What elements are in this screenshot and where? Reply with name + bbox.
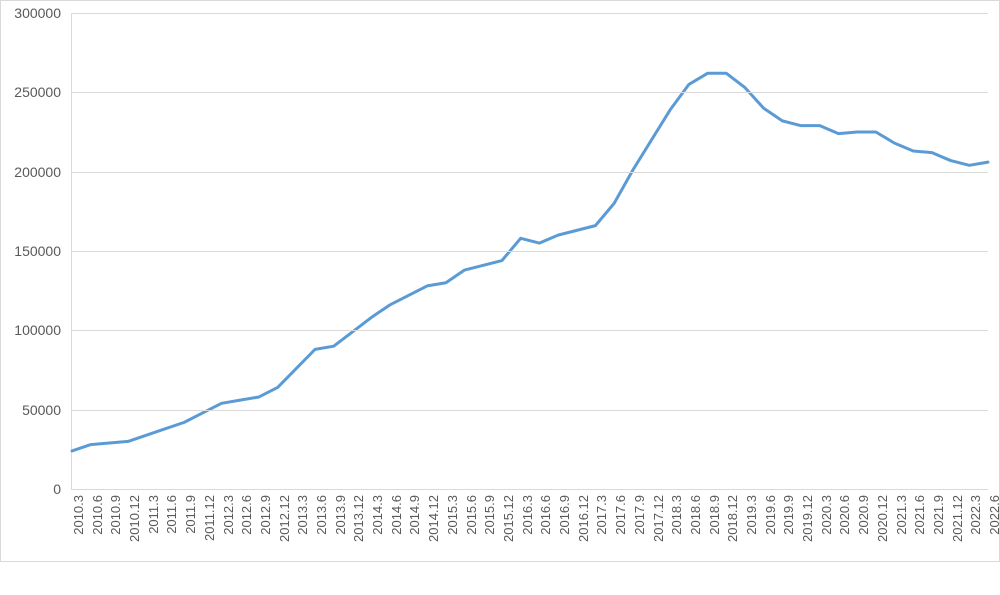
x-tick-label: 2010.3 — [71, 495, 86, 595]
gridline — [72, 410, 988, 411]
x-tick-label: 2017.9 — [632, 495, 647, 595]
y-tick-label: 250000 — [1, 84, 61, 100]
x-tick-label: 2019.3 — [744, 495, 759, 595]
x-tick-label: 2013.9 — [333, 495, 348, 595]
plot-area — [71, 13, 988, 490]
series-line — [72, 73, 988, 451]
x-tick-label: 2021.3 — [894, 495, 909, 595]
x-tick-label: 2019.6 — [763, 495, 778, 595]
line-chart: 0500001000001500002000002500003000002010… — [0, 0, 1000, 562]
x-tick-label: 2020.12 — [875, 495, 890, 595]
x-tick-label: 2022.3 — [968, 495, 983, 595]
x-tick-label: 2015.12 — [501, 495, 516, 595]
y-tick-label: 0 — [1, 481, 61, 497]
x-tick-label: 2015.9 — [482, 495, 497, 595]
x-tick-label: 2012.12 — [277, 495, 292, 595]
x-tick-label: 2016.3 — [520, 495, 535, 595]
x-tick-label: 2014.3 — [370, 495, 385, 595]
gridline — [72, 13, 988, 14]
x-tick-label: 2021.12 — [950, 495, 965, 595]
x-tick-label: 2020.3 — [819, 495, 834, 595]
x-tick-label: 2011.9 — [183, 495, 198, 595]
gridline — [72, 251, 988, 252]
x-tick-label: 2010.9 — [108, 495, 123, 595]
x-tick-label: 2016.9 — [557, 495, 572, 595]
x-tick-label: 2016.6 — [538, 495, 553, 595]
x-tick-label: 2022.6 — [987, 495, 1000, 595]
y-tick-label: 200000 — [1, 164, 61, 180]
x-tick-label: 2020.6 — [837, 495, 852, 595]
x-tick-label: 2016.12 — [576, 495, 591, 595]
y-tick-label: 300000 — [1, 5, 61, 21]
x-tick-label: 2012.9 — [258, 495, 273, 595]
x-tick-label: 2019.12 — [800, 495, 815, 595]
x-tick-label: 2010.6 — [90, 495, 105, 595]
x-tick-label: 2018.6 — [688, 495, 703, 595]
x-tick-label: 2018.3 — [669, 495, 684, 595]
y-tick-label: 100000 — [1, 322, 61, 338]
x-tick-label: 2017.3 — [594, 495, 609, 595]
x-tick-label: 2012.6 — [239, 495, 254, 595]
x-tick-label: 2013.12 — [351, 495, 366, 595]
x-tick-label: 2011.3 — [146, 495, 161, 595]
x-tick-label: 2020.9 — [856, 495, 871, 595]
x-tick-label: 2014.12 — [426, 495, 441, 595]
x-tick-label: 2015.3 — [445, 495, 460, 595]
x-tick-label: 2017.6 — [613, 495, 628, 595]
x-tick-label: 2018.12 — [725, 495, 740, 595]
x-tick-label: 2010.12 — [127, 495, 142, 595]
x-tick-label: 2017.12 — [651, 495, 666, 595]
x-tick-label: 2013.3 — [295, 495, 310, 595]
x-tick-label: 2015.6 — [464, 495, 479, 595]
x-tick-label: 2011.12 — [202, 495, 217, 595]
x-tick-label: 2014.9 — [407, 495, 422, 595]
x-tick-label: 2014.6 — [389, 495, 404, 595]
gridline — [72, 172, 988, 173]
x-tick-label: 2021.6 — [912, 495, 927, 595]
x-tick-label: 2019.9 — [781, 495, 796, 595]
y-tick-label: 50000 — [1, 402, 61, 418]
x-tick-label: 2018.9 — [707, 495, 722, 595]
x-tick-label: 2013.6 — [314, 495, 329, 595]
gridline — [72, 330, 988, 331]
x-tick-label: 2021.9 — [931, 495, 946, 595]
x-tick-label: 2011.6 — [164, 495, 179, 595]
x-tick-label: 2012.3 — [221, 495, 236, 595]
y-tick-label: 150000 — [1, 243, 61, 259]
gridline — [72, 92, 988, 93]
